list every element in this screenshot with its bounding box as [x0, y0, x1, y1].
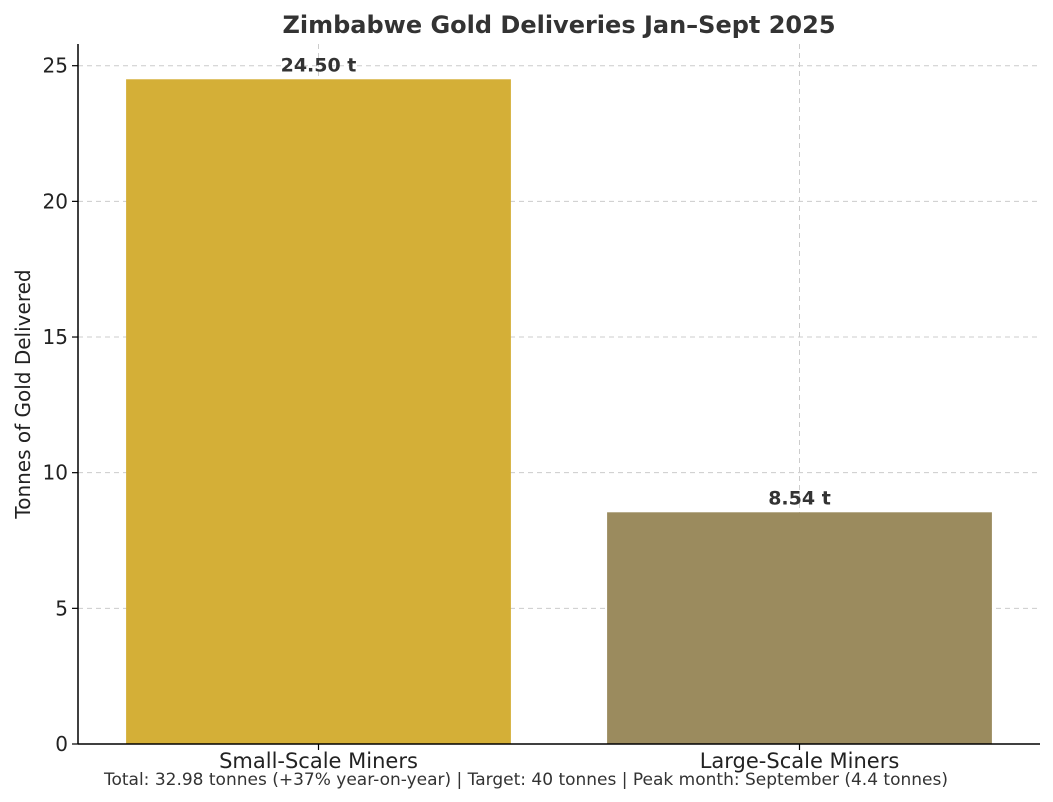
bar-data-label: 8.54 t [768, 487, 831, 509]
bar-data-label: 24.50 t [281, 54, 357, 76]
chart-title: Zimbabwe Gold Deliveries Jan–Sept 2025 [282, 11, 835, 39]
y-tick-label: 25 [43, 54, 68, 78]
bar [126, 79, 511, 745]
y-axis-label: Tonnes of Gold Delivered [11, 269, 35, 519]
axes [77, 44, 1040, 745]
x-tick-label: Small-Scale Miners [219, 749, 418, 773]
bar [607, 512, 992, 744]
y-tick-label: 5 [55, 596, 68, 620]
labels: 0 5 10 15 20 25 24.50 t 8.54 t Small-Scale Miner… [43, 54, 900, 773]
x-tick-label: Large-Scale Miners [700, 749, 900, 773]
y-tick-label: 10 [43, 461, 68, 485]
y-tick-label: 0 [55, 732, 68, 756]
y-tick-label: 15 [43, 325, 68, 349]
y-tick-label: 20 [43, 189, 68, 213]
bars [126, 79, 992, 745]
footnote: Total: 32.98 tonnes (+37% year-on-year) … [103, 770, 948, 790]
